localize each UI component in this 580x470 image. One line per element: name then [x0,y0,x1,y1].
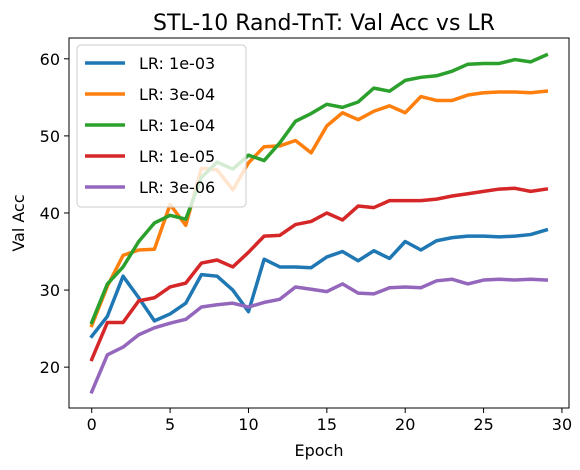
x-tick-label: 30 [552,415,572,434]
y-tick-label: 30 [40,281,60,300]
y-tick-label: 40 [40,204,60,223]
legend-label-3: LR: 1e-04 [139,116,215,135]
x-tick-label: 10 [238,415,258,434]
y-tick-label: 20 [40,358,60,377]
y-axis-title: Val Acc [9,194,28,251]
chart-title: STL-10 Rand-TnT: Val Acc vs LR [153,11,495,36]
series-line-5 [92,279,547,392]
legend-label-1: LR: 1e-03 [139,54,215,73]
x-tick-label: 20 [395,415,415,434]
legend-label-2: LR: 3e-04 [139,85,215,104]
x-tick-label: 5 [165,415,175,434]
y-tick-label: 50 [40,127,60,146]
legend-label-4: LR: 1e-05 [139,147,215,166]
series-line-4 [92,188,547,359]
legend: LR: 1e-03 LR: 3e-04 LR: 1e-04 LR: 1e-05 LR: … [77,45,246,207]
legend-label-5: LR: 3e-06 [139,178,215,197]
x-axis-title: Epoch [295,441,344,460]
y-tick-label: 60 [40,50,60,69]
x-tick-label: 0 [87,415,97,434]
x-tick-label: 15 [317,415,337,434]
x-tick-label: 25 [473,415,493,434]
